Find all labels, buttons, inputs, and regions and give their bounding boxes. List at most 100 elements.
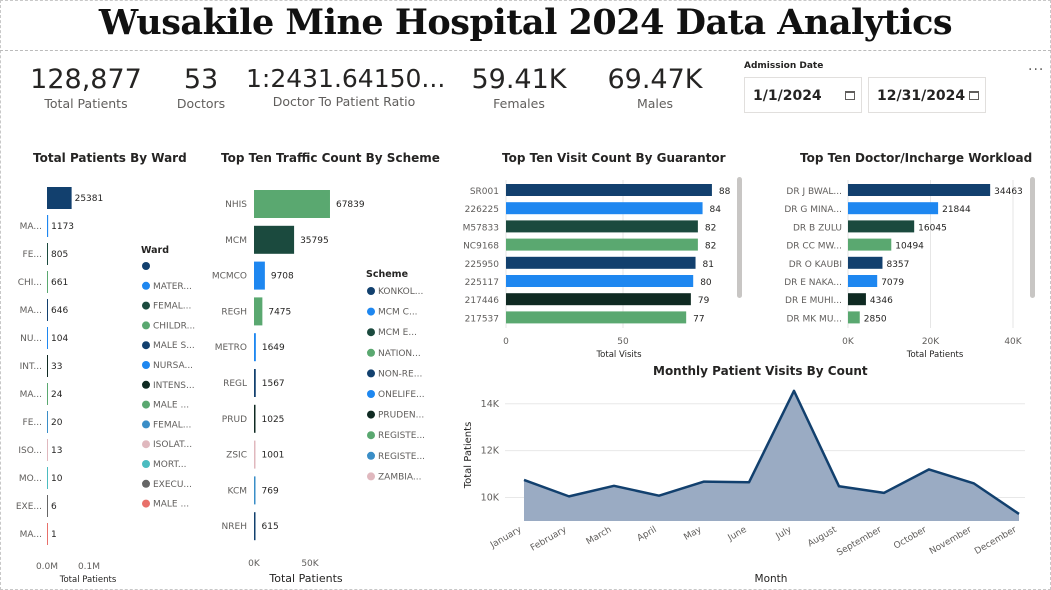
scheme-bar xyxy=(254,297,263,326)
doctor-bar xyxy=(848,275,878,287)
ward-category-label: FE... xyxy=(23,250,42,260)
doctor-x-tick: 20K xyxy=(922,337,940,347)
ward-x-tick: 0.1M xyxy=(78,562,100,572)
scheme-category-label: METRO xyxy=(215,343,247,353)
ward-legend-item: INTENS... xyxy=(153,381,195,391)
chart-title-guarantor: Top Ten Visit Count By Guarantor xyxy=(502,151,726,165)
doctor-bar-value: 34463 xyxy=(994,187,1023,197)
ward-category-label: MA... xyxy=(20,306,42,316)
doctor-bar xyxy=(848,293,866,306)
ward-bar xyxy=(47,271,48,293)
monthly-x-axis-title: Month xyxy=(755,573,788,585)
ward-bar xyxy=(47,327,48,349)
ward-legend-marker xyxy=(142,440,150,449)
scheme-x-tick: 50K xyxy=(301,559,319,569)
scheme-legend-marker xyxy=(367,307,375,316)
scheme-bar xyxy=(254,225,295,254)
doctor-bar-value: 8357 xyxy=(886,260,909,270)
ward-legend-marker xyxy=(142,301,150,310)
ward-bar xyxy=(47,355,48,377)
guarantor-x-axis-title: Total Visits xyxy=(595,350,642,360)
start-date-input[interactable]: 1/1/2024 xyxy=(744,77,862,113)
more-options-icon[interactable]: ... xyxy=(1028,58,1045,74)
ward-x-axis-title: Total Patients xyxy=(59,575,117,585)
kpi-total-patients[interactable]: 128,877 Total Patients xyxy=(28,64,144,111)
ward-bar xyxy=(47,495,48,517)
ward-legend-item: MORT... xyxy=(153,460,186,470)
ward-legend-item: CHILDR... xyxy=(153,321,195,331)
ward-bar-value: 6 xyxy=(51,502,57,512)
kpi-doctors[interactable]: 53 Doctors xyxy=(170,64,232,111)
ward-category-label: MA... xyxy=(20,530,42,540)
ward-legend-marker xyxy=(142,380,150,389)
kpi-value: 1:2431.64150... xyxy=(246,64,446,93)
scheme-legend-marker xyxy=(367,328,375,337)
ward-category-label: ISO... xyxy=(18,446,42,456)
monthly-x-tick: March xyxy=(585,525,614,547)
calendar-icon[interactable] xyxy=(969,91,979,100)
scheme-bar-value: 769 xyxy=(262,486,279,496)
monthly-x-tick: October xyxy=(892,525,928,552)
guarantor-category-label: 217537 xyxy=(465,314,499,324)
kpi-value: 59.41K xyxy=(471,64,567,95)
end-date-input[interactable]: 12/31/2024 xyxy=(868,77,986,113)
admission-date-label: Admission Date xyxy=(744,61,824,71)
ward-legend-item: MALE S... xyxy=(153,341,195,351)
ward-bar xyxy=(47,467,48,489)
doctor-category-label: DR J BWAL... xyxy=(786,187,842,197)
doctor-bar xyxy=(848,220,915,233)
scheme-category-label: REGL xyxy=(223,379,247,389)
guarantor-category-label: 225950 xyxy=(465,260,500,270)
end-date-value: 12/31/2024 xyxy=(877,88,966,104)
ward-bar xyxy=(47,215,49,237)
ward-legend-marker xyxy=(142,281,150,290)
calendar-icon[interactable] xyxy=(845,91,855,100)
guarantor-category-label: 217446 xyxy=(465,296,500,306)
scheme-bar xyxy=(254,190,330,218)
scheme-legend-marker xyxy=(367,451,375,460)
scheme-legend-marker xyxy=(367,369,375,378)
guarantor-bar-value: 79 xyxy=(698,296,710,306)
ward-bar xyxy=(47,299,48,321)
kpi-doctor-patient-ratio[interactable]: 1:2431.64150... Doctor To Patient Ratio xyxy=(246,64,446,109)
ward-category-label: MA... xyxy=(20,222,42,232)
ward-legend-item: MALE ... xyxy=(153,401,189,411)
ward-category-label: CHI... xyxy=(18,278,42,288)
kpi-value: 69.47K xyxy=(607,64,703,95)
guarantor-category-label: NC9168 xyxy=(463,242,499,252)
monthly-line xyxy=(523,389,1020,516)
ward-legend-item: EXECU... xyxy=(153,480,192,490)
guarantor-bar xyxy=(506,311,687,324)
doctor-bar xyxy=(848,184,991,196)
scheme-legend-item: REGISTE... xyxy=(378,431,425,441)
scheme-bar-value: 7475 xyxy=(268,307,291,317)
ward-legend-marker xyxy=(142,460,150,468)
monthly-x-tick: February xyxy=(529,525,569,554)
scheme-bar xyxy=(254,369,256,397)
guarantor-scrollbar xyxy=(737,177,742,298)
kpi-males[interactable]: 69.47K Males xyxy=(602,64,708,111)
ward-legend-marker xyxy=(142,262,150,270)
ward-bar-value: 661 xyxy=(51,278,68,288)
guarantor-bar-value: 81 xyxy=(703,260,714,270)
ward-category-label: INT... xyxy=(20,362,42,372)
scheme-bar xyxy=(254,404,256,433)
scheme-legend-item: NON-RE... xyxy=(378,369,422,379)
scheme-legend-marker xyxy=(367,390,375,398)
doctor-bar-value: 21844 xyxy=(942,205,971,215)
guarantor-bar-value: 88 xyxy=(719,187,731,197)
monthly-x-tick: June xyxy=(726,525,749,544)
scheme-x-tick: 0K xyxy=(248,559,261,569)
ward-legend-item: MATER... xyxy=(153,282,192,292)
guarantor-x-tick: 50 xyxy=(617,337,629,347)
guarantor-bar-value: 80 xyxy=(700,278,712,288)
doctor-x-tick: 0K xyxy=(842,337,855,347)
ward-bar-value: 646 xyxy=(51,306,68,316)
ward-legend-item: ISOLAT... xyxy=(153,440,192,450)
scheme-bar-value: 1025 xyxy=(262,415,285,425)
title-divider xyxy=(0,50,1051,51)
monthly-y-tick: 14K xyxy=(481,399,500,410)
ward-legend-marker xyxy=(142,361,150,369)
kpi-females[interactable]: 59.41K Females xyxy=(466,64,572,111)
